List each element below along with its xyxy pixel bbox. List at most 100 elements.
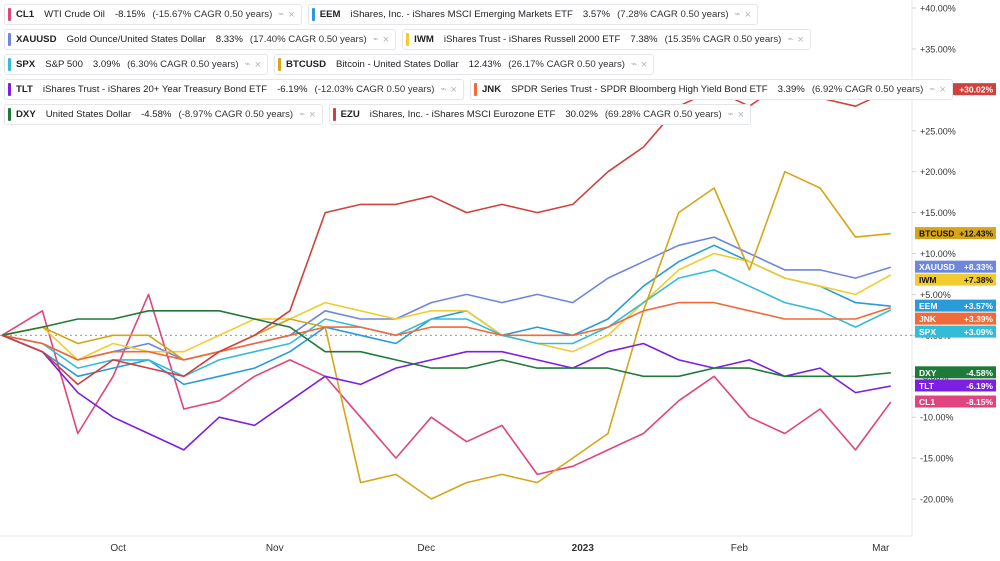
legend-swatch	[406, 33, 410, 46]
price-label-symbol: DXY	[919, 368, 937, 378]
legend-cagr: (7.28% CAGR 0.50 years)	[617, 9, 729, 20]
legend-cagr: (-12.03% CAGR 0.50 years)	[314, 84, 435, 95]
price-label-symbol: TLT	[919, 381, 935, 391]
legend-symbol: SPX	[16, 59, 36, 70]
legend-symbol: DXY	[16, 109, 36, 120]
close-icon[interactable]: ×	[641, 58, 648, 71]
lock-icon[interactable]: ⌁	[929, 84, 936, 95]
series-line-tlt	[1, 334, 891, 451]
legend-row: XAUUSD Gold Ounce/United States Dollar 8.3…	[4, 29, 904, 50]
legend-description: iShares Trust - iShares 20+ Year Treasur…	[42, 84, 268, 95]
series-line-iwm	[1, 252, 892, 361]
close-icon[interactable]: ×	[382, 33, 390, 46]
close-icon[interactable]: ×	[309, 108, 316, 121]
price-label-value: +8.33%	[964, 262, 994, 272]
y-tick-label: +15.00%	[920, 208, 956, 218]
series-line-cl1	[1, 293, 892, 476]
y-tick-label: -20.00%	[920, 495, 954, 505]
price-label-value: +3.09%	[964, 327, 994, 337]
legend: CL1 WTI Crude Oil -8.15% (-15.67% CAGR 0.50…	[4, 4, 953, 129]
legend-symbol: IWM	[414, 34, 434, 45]
lock-icon[interactable]: ⌁	[630, 59, 638, 70]
legend-swatch	[332, 108, 336, 121]
close-icon[interactable]: ×	[939, 83, 946, 96]
lock-icon[interactable]: ⌁	[440, 84, 447, 95]
price-label-symbol: CL1	[919, 397, 935, 407]
legend-cagr: (-8.97% CAGR 0.50 years)	[178, 109, 294, 120]
close-icon[interactable]: ×	[744, 8, 751, 21]
price-label-cl1: CL1 -8.15%	[915, 395, 996, 408]
legend-symbol: CL1	[16, 9, 35, 20]
legend-description: iShares, Inc. - iShares MSCI Emerging Ma…	[350, 9, 573, 20]
price-label-value: -6.19%	[966, 381, 993, 391]
legend-item-ezu[interactable]: EZU iShares, Inc. - iShares MSCI Eurozone…	[328, 104, 752, 125]
price-label-bg	[915, 325, 996, 338]
price-label-value: -4.58%	[966, 368, 993, 378]
legend-cagr: (-15.67% CAGR 0.50 years)	[152, 9, 273, 20]
legend-description: WTI Crude Oil	[44, 9, 105, 20]
close-icon[interactable]: ×	[797, 33, 804, 46]
y-tick-label: -15.00%	[920, 454, 954, 464]
y-tick-label: +10.00%	[920, 249, 956, 259]
lock-icon[interactable]: ⌁	[727, 109, 734, 120]
lock-icon[interactable]: ⌁	[299, 109, 306, 120]
legend-change: -6.19%	[277, 84, 308, 95]
price-label-value: +7.38%	[964, 275, 994, 285]
legend-change: 7.38%	[630, 34, 658, 45]
x-tick-label: Mar	[872, 543, 890, 554]
legend-symbol: XAUUSD	[16, 34, 57, 45]
lock-icon[interactable]: ⌁	[278, 9, 285, 20]
y-tick-label: +35.00%	[920, 44, 956, 54]
legend-swatch	[8, 8, 11, 21]
legend-symbol: TLT	[16, 84, 33, 95]
price-label-bg	[915, 260, 996, 273]
price-label-value: +30.02%	[959, 85, 993, 95]
legend-item-btcusd[interactable]: BTCUSD Bitcoin - United States Dollar 12.4…	[274, 54, 655, 75]
series-line-dxy	[1, 309, 891, 378]
close-icon[interactable]: ×	[288, 8, 295, 21]
legend-item-eem[interactable]: EEM iShares, Inc. - iShares MSCI Emerging…	[307, 4, 758, 25]
price-label-symbol: BTCUSD	[919, 229, 954, 239]
legend-cagr: (6.30% CAGR 0.50 years)	[127, 59, 239, 70]
legend-cagr: (26.17% CAGR 0.50 years)	[508, 59, 625, 70]
legend-item-iwm[interactable]: IWM iShares Trust - iShares Russell 2000 …	[402, 29, 811, 50]
legend-swatch	[8, 83, 11, 96]
x-tick-label: Oct	[110, 543, 126, 554]
lock-icon[interactable]: ⌁	[787, 34, 794, 45]
legend-description: S&P 500	[45, 59, 83, 70]
price-label-eem: EEM +3.57%	[915, 299, 996, 312]
price-label-value: +12.43%	[959, 229, 993, 239]
y-tick-label: +5.00%	[920, 290, 951, 300]
price-label-value: +3.39%	[964, 314, 994, 324]
legend-row: CL1 WTI Crude Oil -8.15% (-15.67% CAGR 0.50…	[4, 4, 904, 25]
legend-swatch	[473, 83, 477, 96]
legend-item-jnk[interactable]: JNK SPDR Series Trust - SPDR Bloomberg Hi…	[469, 79, 953, 100]
close-icon[interactable]: ×	[450, 83, 457, 96]
legend-item-xauusd[interactable]: XAUUSD Gold Ounce/United States Dollar 8.3…	[4, 29, 397, 50]
price-label-dxy: DXY -4.58%	[915, 366, 996, 379]
lock-icon[interactable]: ⌁	[244, 59, 251, 70]
lock-icon[interactable]: ⌁	[372, 34, 379, 45]
series-line-ezu	[1, 80, 892, 386]
price-label-jnk: JNK +3.39%	[915, 312, 996, 325]
legend-description: Bitcoin - United States Dollar	[336, 59, 459, 70]
legend-swatch	[8, 33, 11, 46]
legend-item-cl1[interactable]: CL1 WTI Crude Oil -8.15% (-15.67% CAGR 0.50…	[4, 4, 302, 25]
x-tick-label: Nov	[266, 543, 284, 554]
series-line-jnk	[1, 301, 892, 361]
legend-change: 12.43%	[468, 59, 502, 70]
legend-item-tlt[interactable]: TLT iShares Trust - iShares 20+ Year Trea…	[4, 79, 464, 100]
price-label-symbol: JNK	[919, 314, 937, 324]
close-icon[interactable]: ×	[254, 58, 262, 71]
legend-item-spx[interactable]: SPX S&P 500 3.09% (6.30% CAGR 0.50 years) ⌁ ×	[4, 54, 269, 75]
price-label-bg	[915, 312, 996, 325]
legend-item-dxy[interactable]: DXY United States Dollar -4.58% (-8.97% CAG…	[4, 104, 323, 125]
legend-change: 8.33%	[215, 34, 243, 45]
lock-icon[interactable]: ⌁	[734, 9, 741, 20]
legend-description: SPDR Series Trust - SPDR Bloomberg High …	[511, 84, 768, 95]
price-label-symbol: EEM	[919, 301, 937, 311]
legend-swatch	[8, 108, 11, 121]
close-icon[interactable]: ×	[737, 108, 745, 121]
legend-cagr: (6.92% CAGR 0.50 years)	[811, 84, 924, 95]
series-line-spx	[1, 269, 892, 378]
